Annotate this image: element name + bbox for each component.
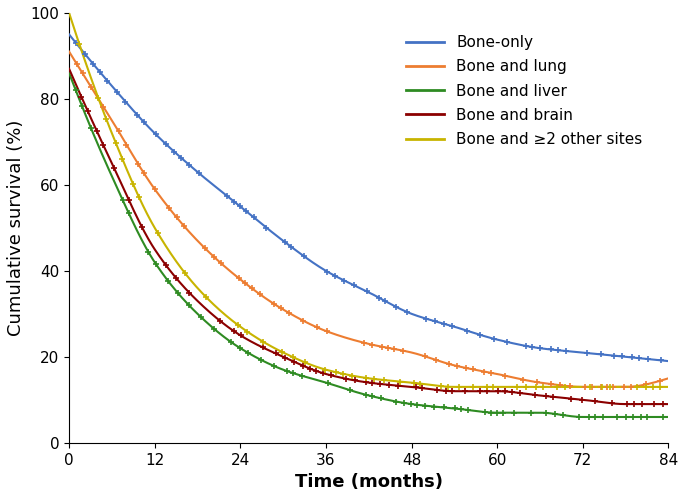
X-axis label: Time (months): Time (months) [295,473,443,491]
Y-axis label: Cumulative survival (%): Cumulative survival (%) [7,120,25,336]
Legend: Bone-only, Bone and lung, Bone and liver, Bone and brain, Bone and ≥2 other site: Bone-only, Bone and lung, Bone and liver… [400,29,649,153]
